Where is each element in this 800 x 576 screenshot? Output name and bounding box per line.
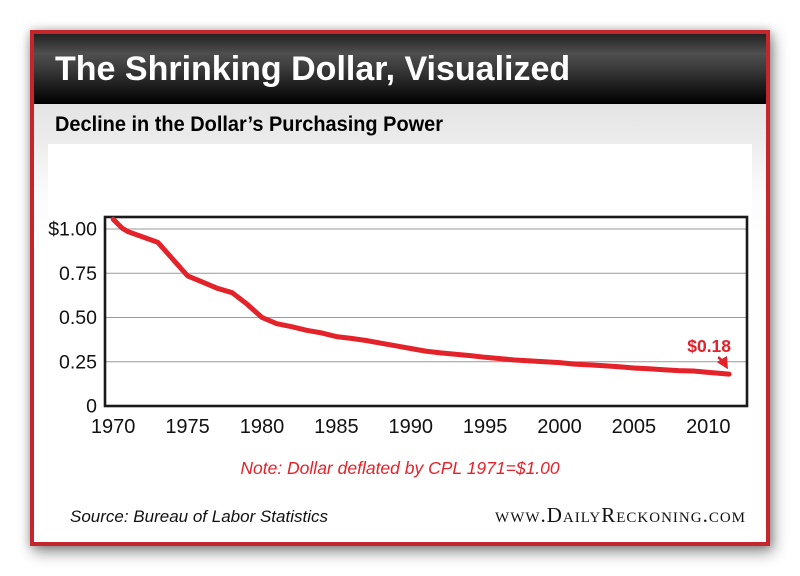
annotation-arrow: [716, 355, 728, 370]
plot-border: [103, 215, 749, 408]
chart-note: Note: Dollar deflated by CPL 1971=$1.00: [240, 458, 560, 478]
header-bar: The Shrinking Dollar, Visualized: [34, 34, 766, 104]
y-tick-label: 0.75: [59, 263, 97, 285]
y-tick-label: 0: [86, 396, 97, 418]
chart-container: $1.00 0.75 0.50 0.25 0 1970 1975 1980 1985 1990 19…: [48, 144, 752, 489]
annotation-label: $0.18: [687, 336, 731, 356]
infographic-panel: The Shrinking Dollar, Visualized Decline…: [30, 30, 770, 546]
y-tick-label: 0.50: [59, 307, 97, 329]
website-text: www.DailyReckoning.com: [495, 503, 746, 527]
x-tick-label: 1985: [314, 416, 359, 438]
chart-subtitle: Decline in the Dollar’s Purchasing Power: [55, 113, 444, 136]
y-tick-label: 0.25: [59, 351, 97, 373]
x-tick-label: 1970: [91, 416, 135, 438]
footer-row: Source: Bureau of Labor Statistics www.D…: [34, 489, 766, 528]
x-tick-label: 1980: [240, 416, 285, 438]
x-tick-label: 1975: [165, 416, 210, 438]
page-title: The Shrinking Dollar, Visualized: [55, 49, 571, 88]
source-text: Source: Bureau of Labor Statistics: [70, 507, 328, 526]
x-tick-label: 2000: [537, 416, 582, 438]
y-tick-label: $1.00: [48, 219, 97, 241]
x-tick-label: 2005: [612, 416, 657, 438]
x-tick-label: 1990: [388, 416, 433, 438]
x-tick-label: 1995: [463, 416, 508, 438]
x-tick-label: 2010: [686, 416, 731, 438]
series-line: [110, 216, 732, 377]
